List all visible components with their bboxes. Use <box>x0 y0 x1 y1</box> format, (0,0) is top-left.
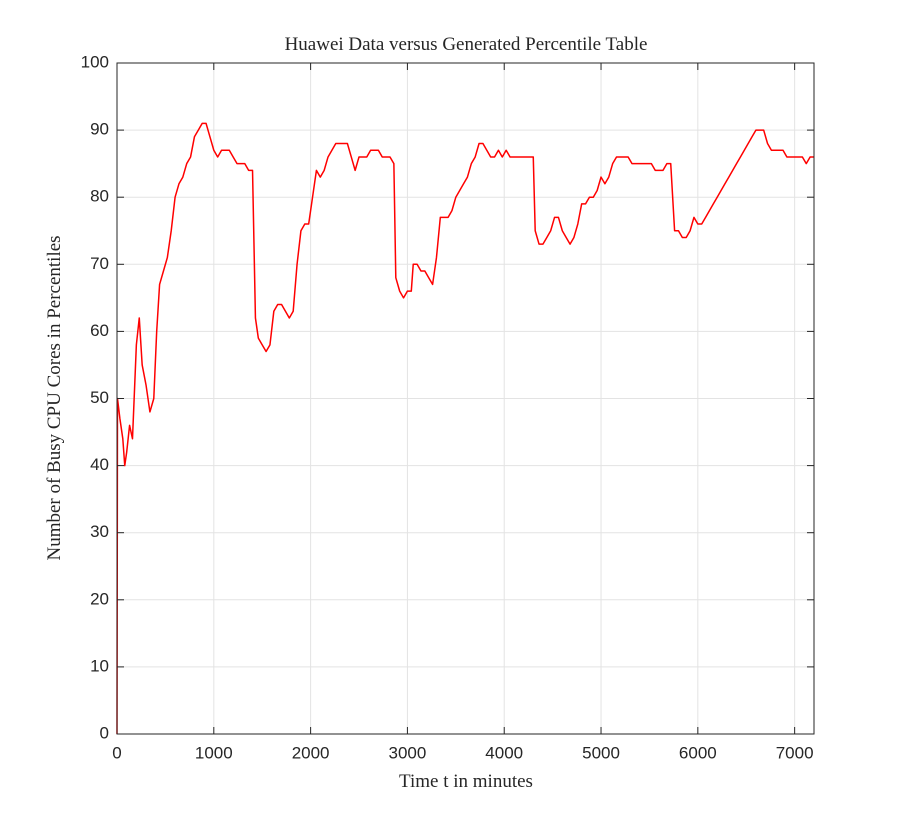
y-axis-label: Number of Busy CPU Cores in Percentiles <box>44 235 65 560</box>
x-tick-label: 4000 <box>485 743 523 762</box>
y-tick-label: 100 <box>81 52 109 71</box>
plot-area <box>116 122 814 735</box>
y-tick-label: 90 <box>90 120 109 139</box>
y-tick-label: 10 <box>90 656 109 675</box>
y-tick-label: 0 <box>100 723 109 742</box>
x-tick-label: 1000 <box>195 743 233 762</box>
chart-title: Huawei Data versus Generated Percentile … <box>285 34 648 55</box>
data-line <box>116 122 814 735</box>
y-tick-label: 50 <box>90 388 109 407</box>
y-tick-label: 70 <box>90 254 109 273</box>
x-tick-label: 6000 <box>679 743 717 762</box>
x-axis-label: Time t in minutes <box>399 771 533 792</box>
y-tick-label: 40 <box>90 455 109 474</box>
x-tick-label: 0 <box>112 743 121 762</box>
y-tick-label: 60 <box>90 321 109 340</box>
y-tick-label: 30 <box>90 522 109 541</box>
x-tick-label: 3000 <box>389 743 427 762</box>
x-tick-label: 2000 <box>292 743 330 762</box>
y-tick-label: 80 <box>90 187 109 206</box>
x-tick-label: 5000 <box>582 743 620 762</box>
x-tick-label: 7000 <box>776 743 814 762</box>
y-tick-label: 20 <box>90 589 109 608</box>
